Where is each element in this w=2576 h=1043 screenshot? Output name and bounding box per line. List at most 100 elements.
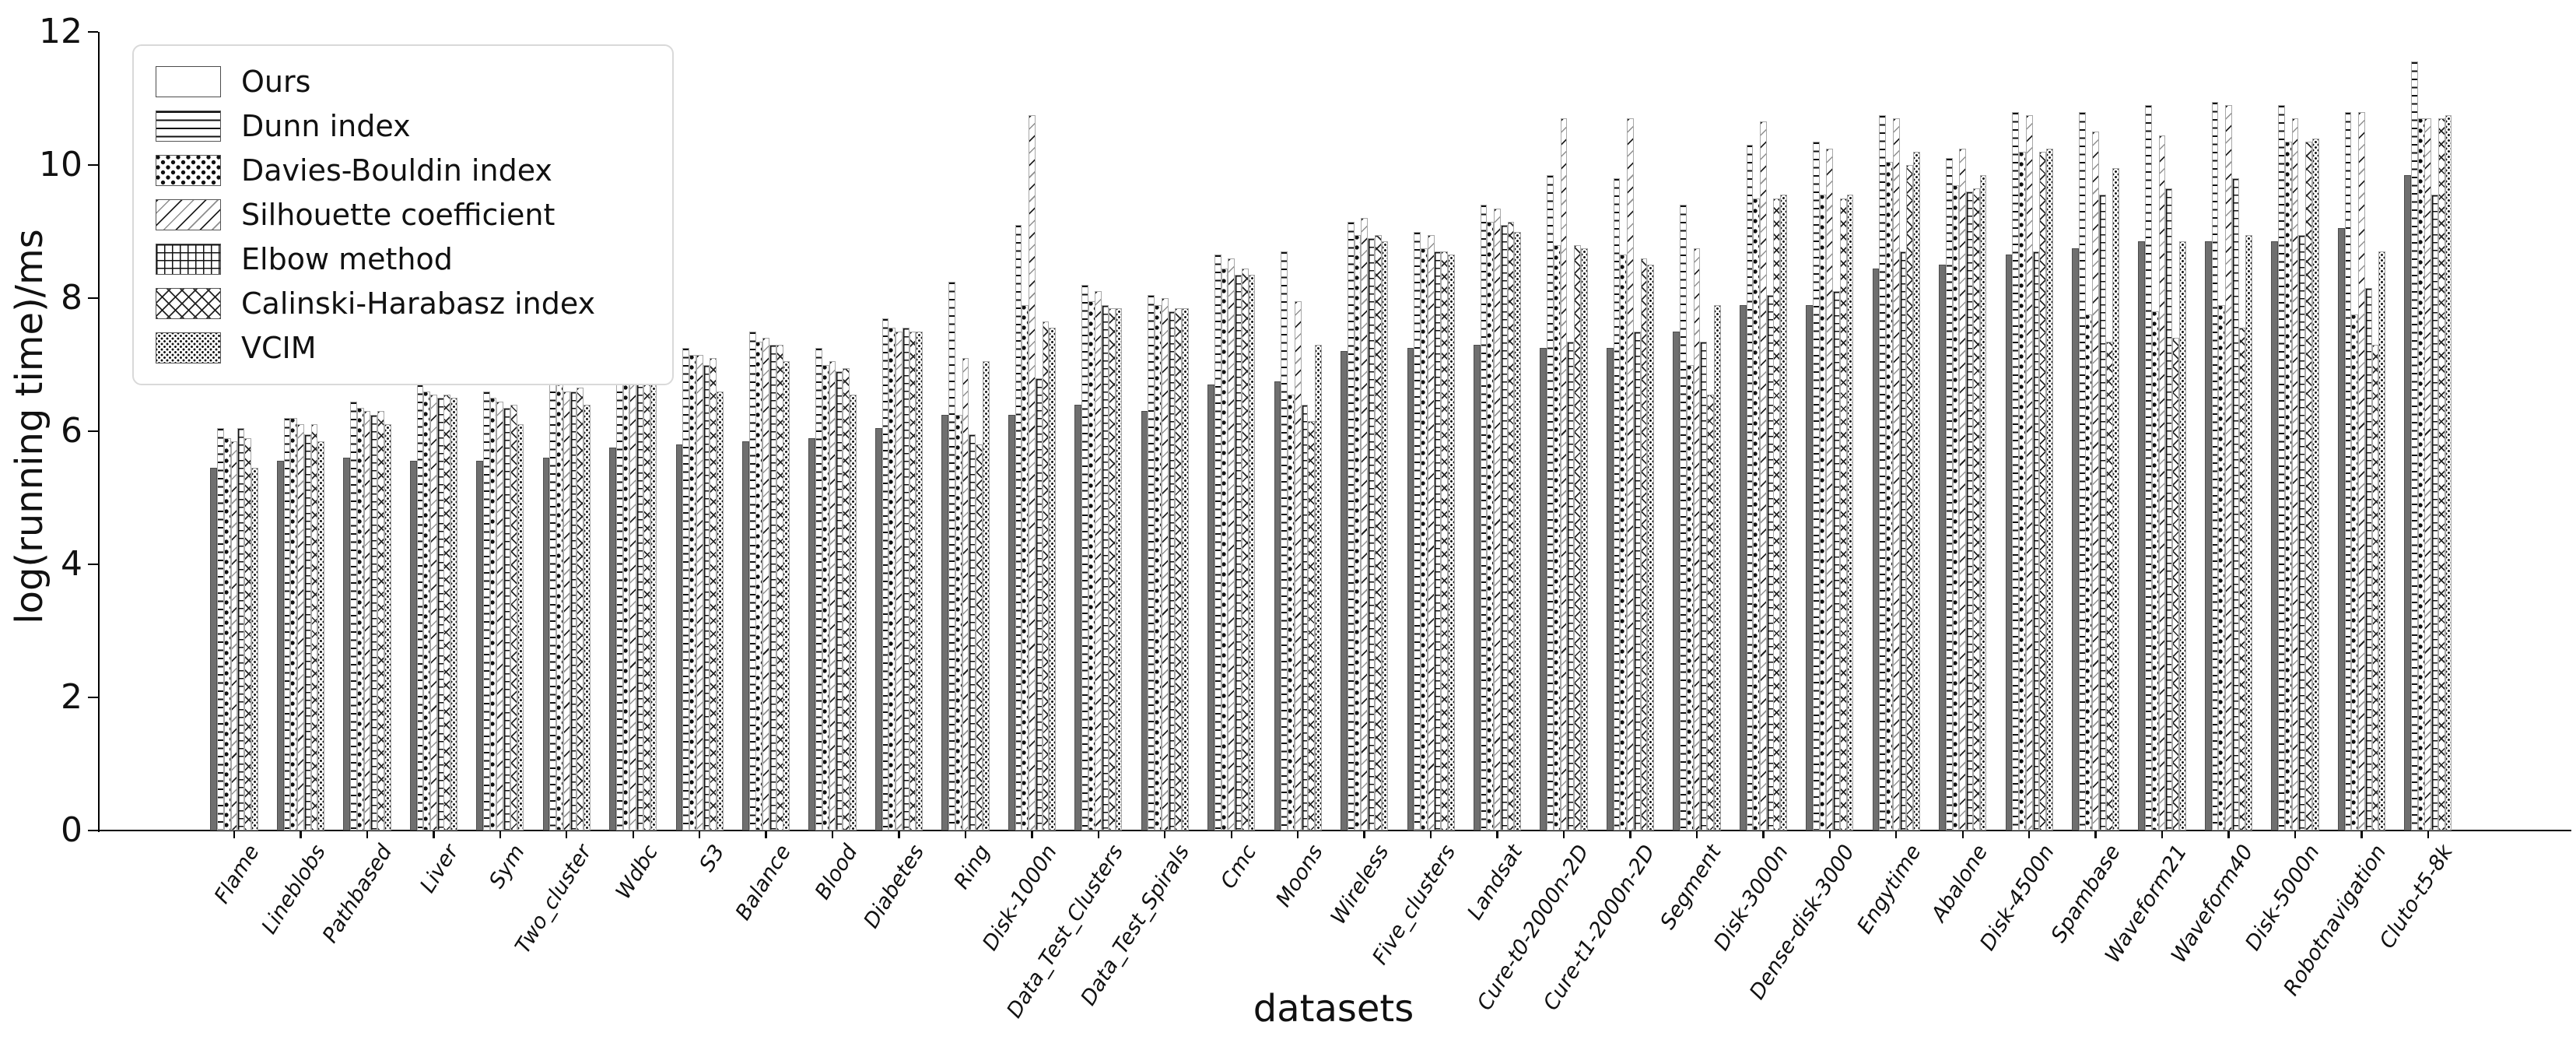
bar <box>377 411 384 831</box>
x-tick-mark <box>1629 831 1631 838</box>
bar <box>356 408 364 831</box>
legend-swatch-diag-icon <box>156 199 221 230</box>
bar <box>1102 304 1109 831</box>
bar <box>2025 114 2033 831</box>
bar <box>2337 228 2345 831</box>
bar <box>843 367 850 831</box>
bar <box>303 434 311 831</box>
bar <box>556 381 563 831</box>
bar <box>2165 188 2173 831</box>
x-tick-mark <box>2294 831 2297 838</box>
bar <box>2211 101 2219 831</box>
legend-label: VCIM <box>241 331 317 365</box>
bar <box>2172 338 2179 831</box>
bar <box>1945 158 1953 831</box>
legend-swatch-cross-icon <box>156 288 221 319</box>
bar <box>1507 221 1515 831</box>
bar <box>223 437 231 831</box>
x-tick-label: Moons <box>1270 841 1328 911</box>
bar <box>1773 198 1781 831</box>
bar <box>2431 195 2439 831</box>
bar <box>1627 118 1634 831</box>
bar <box>1447 255 1455 831</box>
legend-label: Dunn index <box>241 109 411 143</box>
x-tick-mark <box>2028 831 2031 838</box>
bar <box>742 441 749 831</box>
y-tick-mark <box>88 696 98 699</box>
x-tick-mark <box>831 831 834 838</box>
bar <box>909 331 916 831</box>
bar <box>675 444 683 831</box>
x-tick-mark <box>632 831 634 838</box>
bar <box>489 398 497 831</box>
bar <box>1753 198 1761 831</box>
bar <box>1148 294 1155 831</box>
bar <box>1029 114 1036 831</box>
bar <box>310 424 318 831</box>
x-tick-mark <box>366 831 369 838</box>
bar <box>1347 221 1355 831</box>
bar <box>1826 148 1834 831</box>
bar <box>696 354 703 831</box>
bar <box>609 448 616 831</box>
bar <box>895 331 902 831</box>
legend-swatch-solid-icon <box>156 66 221 97</box>
bar <box>2092 132 2100 831</box>
bar <box>650 341 657 831</box>
bar <box>409 461 417 831</box>
bar <box>808 437 816 831</box>
bar <box>622 354 630 831</box>
x-axis-title: datasets <box>1253 987 1414 1031</box>
bar <box>2378 251 2386 831</box>
bar <box>1081 284 1088 831</box>
bar <box>476 461 483 831</box>
x-tick-label: Balance <box>731 841 796 925</box>
bar <box>1806 304 1813 831</box>
bar <box>2411 61 2418 831</box>
bar <box>2417 118 2425 831</box>
bar <box>1441 251 1448 831</box>
bar <box>317 441 325 831</box>
bar <box>450 398 457 831</box>
bar <box>1872 268 1880 831</box>
y-tick-label: 0 <box>61 810 82 850</box>
bar <box>503 408 510 831</box>
bar <box>1833 291 1840 831</box>
x-tick-label: Abalone <box>1926 841 1992 926</box>
x-tick-label: Flame <box>209 841 265 908</box>
x-tick-mark <box>2227 831 2230 838</box>
bar <box>1214 255 1221 831</box>
bar <box>384 424 391 831</box>
bar <box>2046 148 2053 831</box>
x-tick-label: Cmc <box>1215 841 1262 894</box>
x-tick-label: S3 <box>694 841 730 876</box>
bar <box>1812 142 1820 831</box>
bar <box>748 331 756 831</box>
legend-item: Davies-Bouldin index <box>156 153 650 188</box>
bar <box>1613 178 1621 831</box>
bar <box>1686 364 1694 831</box>
bar <box>888 328 896 831</box>
bar <box>874 427 882 831</box>
bar <box>563 391 570 831</box>
bar <box>1759 121 1767 831</box>
bar <box>237 427 245 831</box>
bar <box>1846 195 1854 831</box>
legend-item: Silhouette coefficient <box>156 198 650 232</box>
bar <box>941 414 949 831</box>
bar <box>1560 118 1568 831</box>
bar <box>584 404 591 831</box>
bar <box>2245 234 2253 831</box>
bar <box>1673 331 1681 831</box>
bar <box>849 394 857 831</box>
y-tick-mark <box>88 30 98 33</box>
x-tick-label: Ring <box>949 841 996 894</box>
x-tick-mark <box>765 831 767 838</box>
bar <box>2105 341 2113 831</box>
bar <box>2158 135 2166 831</box>
bar <box>1567 341 1575 831</box>
bar <box>1494 208 1501 831</box>
bar <box>1906 165 1914 831</box>
bar <box>1633 331 1641 831</box>
